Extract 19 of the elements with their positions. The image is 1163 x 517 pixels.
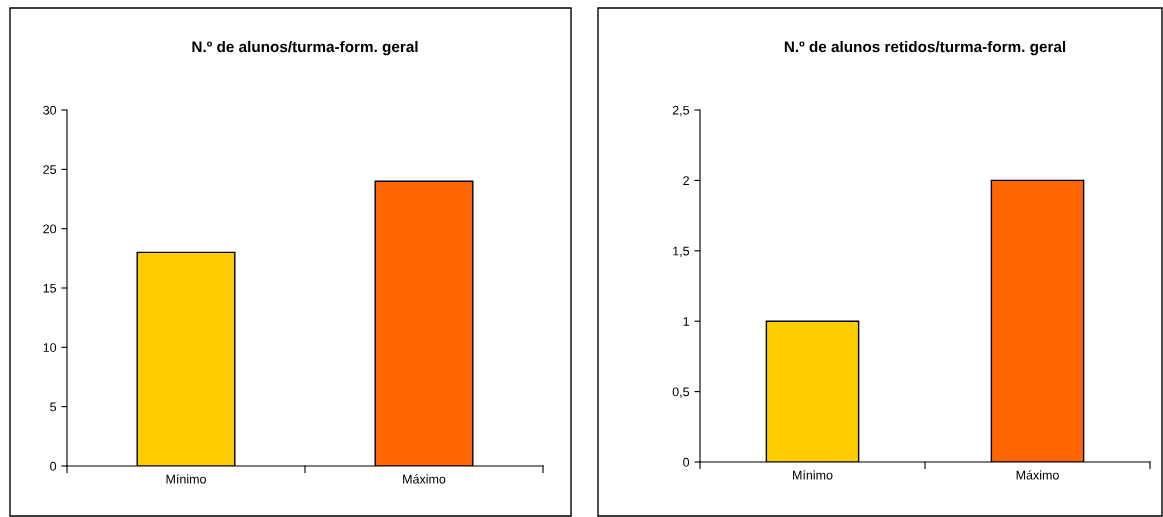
- y-tick-label: 30: [43, 105, 57, 115]
- y-tick-label: 2: [683, 176, 689, 185]
- chart-title: N.º de alunos retidos/turma-form. geral: [784, 40, 1066, 56]
- y-tick-label: 15: [43, 283, 57, 293]
- y-tick-label: 1: [683, 317, 689, 326]
- x-tick-label: Máximo: [1016, 470, 1059, 480]
- y-tick-label: 2,5: [672, 105, 690, 117]
- y-tick-label: 20: [43, 224, 57, 234]
- x-tick-label: Mínimo: [166, 474, 206, 484]
- y-tick-label: 25: [43, 165, 57, 174]
- y-tick-label: 1,5: [673, 246, 690, 257]
- y-tick-label: 0,5: [672, 387, 690, 398]
- y-tick-label: 10: [43, 343, 57, 352]
- chart-title: N.º de alunos/turma-form. geral: [192, 40, 418, 56]
- x-tick-label: Máximo: [403, 474, 446, 484]
- y-tick-label: 0: [50, 461, 57, 471]
- y-tick-label: 0: [683, 457, 690, 467]
- x-tick-label: Mínimo: [793, 470, 833, 480]
- y-tick-label: 5: [50, 402, 57, 412]
